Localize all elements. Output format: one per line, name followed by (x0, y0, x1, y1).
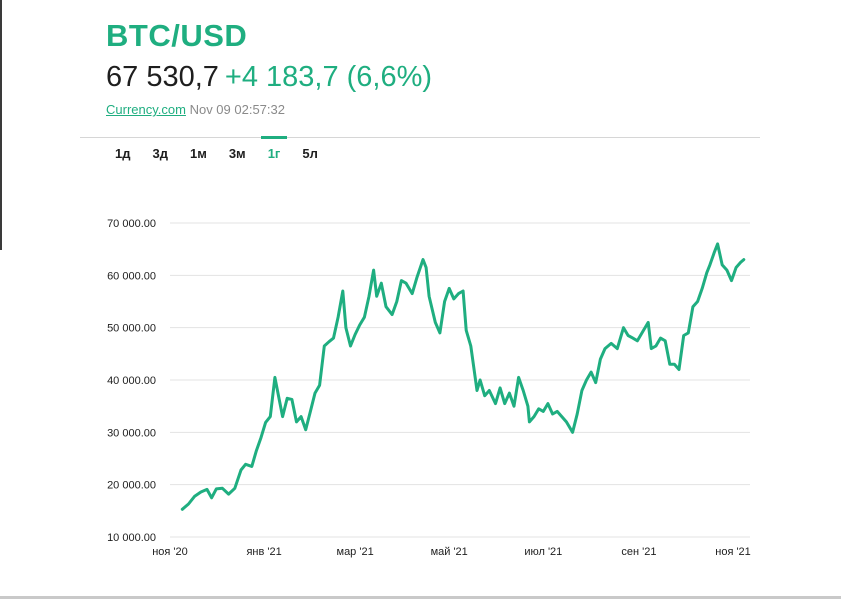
y-tick-label: 60 000.00 (107, 270, 156, 282)
quote-header: BTC/USD 67 530,7 +4 183,7 (6,6%) Currency… (106, 18, 432, 117)
quote-line: 67 530,7 +4 183,7 (6,6%) (106, 58, 432, 96)
window-edge (0, 0, 2, 250)
frame-bottom (0, 596, 841, 599)
price-line (180, 242, 746, 511)
tab-3d[interactable]: 3д (152, 146, 168, 161)
y-tick-label: 50 000.00 (107, 323, 156, 335)
x-tick-label: май '21 (431, 546, 468, 558)
timestamp: Nov 09 02:57:32 (189, 102, 285, 117)
pair-title: BTC/USD (106, 18, 248, 53)
y-tick-label: 70 000.00 (107, 218, 156, 230)
header-divider (80, 137, 760, 138)
x-tick-label: ноя '20 (152, 546, 188, 558)
x-tick-label: июл '21 (524, 546, 562, 558)
tab-5y[interactable]: 5л (302, 146, 318, 161)
price-value: 67 530,7 (106, 61, 219, 93)
y-tick-label: 30 000.00 (107, 427, 156, 439)
x-tick-label: сен '21 (621, 546, 656, 558)
x-tick-label: ноя '21 (715, 546, 751, 558)
tab-3m[interactable]: 3м (228, 146, 246, 161)
source-link[interactable]: Currency.com (106, 102, 186, 117)
price-change: +4 183,7 (6,6%) (224, 61, 433, 93)
x-tick-label: янв '21 (246, 546, 281, 558)
x-tick-label: мар '21 (337, 546, 374, 558)
tab-1d[interactable]: 1д (115, 146, 131, 161)
source-line: Currency.com Nov 09 02:57:32 (106, 102, 432, 117)
tab-1m[interactable]: 1м (189, 146, 207, 161)
y-tick-label: 10 000.00 (107, 532, 156, 544)
tab-1y[interactable]: 1г (257, 136, 292, 171)
y-tick-label: 40 000.00 (107, 375, 156, 387)
y-tick-label: 20 000.00 (107, 480, 156, 492)
range-tabs: 1д 3д 1м 3м 1г 5л (104, 136, 329, 171)
